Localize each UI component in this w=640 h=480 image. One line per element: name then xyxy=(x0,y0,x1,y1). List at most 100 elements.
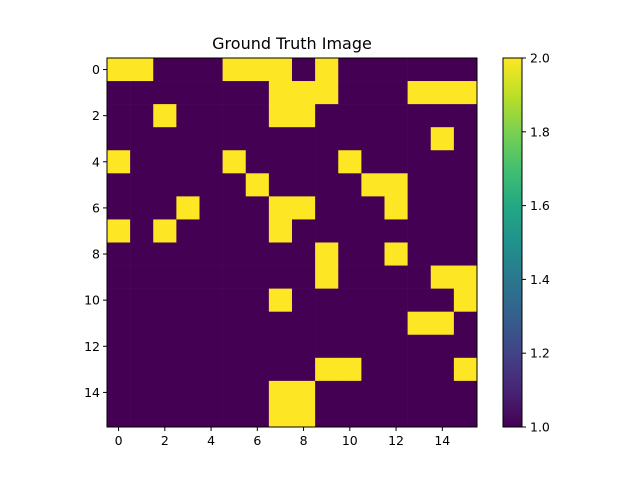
heatmap-cell xyxy=(453,242,478,266)
heatmap-cell xyxy=(338,357,362,382)
heatmap-cell xyxy=(384,288,408,312)
heatmap-cell xyxy=(361,150,385,174)
heatmap-cell xyxy=(176,127,200,151)
heatmap-cell xyxy=(268,311,293,336)
heatmap-cell xyxy=(153,219,177,243)
heatmap-cell xyxy=(384,104,408,128)
chart-title: Ground Truth Image xyxy=(212,34,372,53)
heatmap-cell xyxy=(107,81,131,105)
heatmap-cell xyxy=(222,380,247,405)
heatmap-cell xyxy=(361,403,385,428)
heatmap-cell xyxy=(338,104,362,128)
heatmap-cell xyxy=(245,196,270,220)
heatmap-cell xyxy=(245,127,270,151)
heatmap-cell xyxy=(176,403,200,428)
heatmap-cell xyxy=(268,380,293,405)
heatmap-cell xyxy=(315,219,339,243)
heatmap-cell xyxy=(315,196,339,220)
heatmap-cell xyxy=(430,58,455,82)
heatmap-cell xyxy=(107,357,131,382)
heatmap-cell xyxy=(153,334,177,359)
heatmap-cell xyxy=(384,357,408,382)
heatmap-cell xyxy=(407,357,432,382)
heatmap-cell xyxy=(268,150,293,174)
heatmap-cell xyxy=(361,196,385,220)
heatmap-cell xyxy=(176,357,200,382)
heatmap-cell xyxy=(222,150,247,174)
heatmap-cell xyxy=(268,357,293,382)
heatmap-cell xyxy=(245,311,270,336)
heatmap-cell xyxy=(107,380,131,405)
colorbar-tick-label: 1.4 xyxy=(530,272,550,287)
heatmap-cell xyxy=(430,104,455,128)
heatmap-cell xyxy=(222,219,247,243)
heatmap-cell xyxy=(430,265,455,289)
heatmap-cell xyxy=(199,380,223,405)
heatmap-cell xyxy=(384,150,408,174)
heatmap-cell xyxy=(407,242,432,266)
heatmap-cell xyxy=(199,334,223,359)
heatmap-cell xyxy=(130,380,154,405)
heatmap-cell xyxy=(361,58,385,82)
heatmap-cell xyxy=(407,81,432,105)
heatmap-cell xyxy=(384,127,408,151)
heatmap-cell xyxy=(292,81,316,105)
heatmap-cell xyxy=(245,380,270,405)
heatmap-cell xyxy=(407,403,432,428)
heatmap-cell xyxy=(130,334,154,359)
heatmap-cell xyxy=(176,196,200,220)
heatmap-cells xyxy=(107,58,478,428)
heatmap-cell xyxy=(453,288,478,312)
heatmap-cell xyxy=(222,196,247,220)
heatmap-cell xyxy=(153,380,177,405)
heatmap-cell xyxy=(199,173,223,197)
heatmap-cell xyxy=(338,403,362,428)
heatmap-cell xyxy=(268,242,293,266)
heatmap-cell xyxy=(430,311,455,336)
heatmap-cell xyxy=(245,357,270,382)
heatmap-cell xyxy=(453,219,478,243)
heatmap-cell xyxy=(176,288,200,312)
heatmap-cell xyxy=(292,380,316,405)
heatmap-cell xyxy=(384,219,408,243)
heatmap-cell xyxy=(245,58,270,82)
heatmap-cell xyxy=(292,58,316,82)
heatmap-cell xyxy=(176,150,200,174)
heatmap-cell xyxy=(430,288,455,312)
heatmap-cell xyxy=(176,104,200,128)
heatmap-cell xyxy=(453,127,478,151)
heatmap-cell xyxy=(268,403,293,428)
heatmap-cell xyxy=(130,127,154,151)
heatmap-cell xyxy=(292,219,316,243)
heatmap-cell xyxy=(430,196,455,220)
heatmap-cell xyxy=(176,334,200,359)
heatmap-cell xyxy=(199,81,223,105)
heatmap-cell xyxy=(222,104,247,128)
heatmap-cell xyxy=(407,104,432,128)
heatmap-cell xyxy=(453,357,478,382)
heatmap-cell xyxy=(222,58,247,82)
x-tick-label: 8 xyxy=(300,433,308,448)
heatmap-cell xyxy=(222,81,247,105)
heatmap-cell xyxy=(407,196,432,220)
heatmap-cell xyxy=(268,81,293,105)
heatmap-cell xyxy=(430,81,455,105)
colorbar-tick-label: 1.8 xyxy=(530,124,550,139)
heatmap-cell xyxy=(222,403,247,428)
heatmap-cell xyxy=(315,81,339,105)
heatmap-cell xyxy=(384,311,408,336)
heatmap-cell xyxy=(176,265,200,289)
heatmap-cell xyxy=(222,311,247,336)
heatmap-cell xyxy=(453,196,478,220)
heatmap-cell xyxy=(199,219,223,243)
x-axis: 0 2 4 6 8 10 12 14 xyxy=(115,427,450,448)
heatmap-cell xyxy=(199,58,223,82)
heatmap-cell xyxy=(107,150,131,174)
y-tick-label: 4 xyxy=(92,154,100,169)
heatmap-cell xyxy=(292,173,316,197)
heatmap-cell xyxy=(453,380,478,405)
heatmap-cell xyxy=(107,104,131,128)
heatmap-cell xyxy=(453,173,478,197)
heatmap-cell xyxy=(107,403,131,428)
heatmap-cell xyxy=(107,334,131,359)
